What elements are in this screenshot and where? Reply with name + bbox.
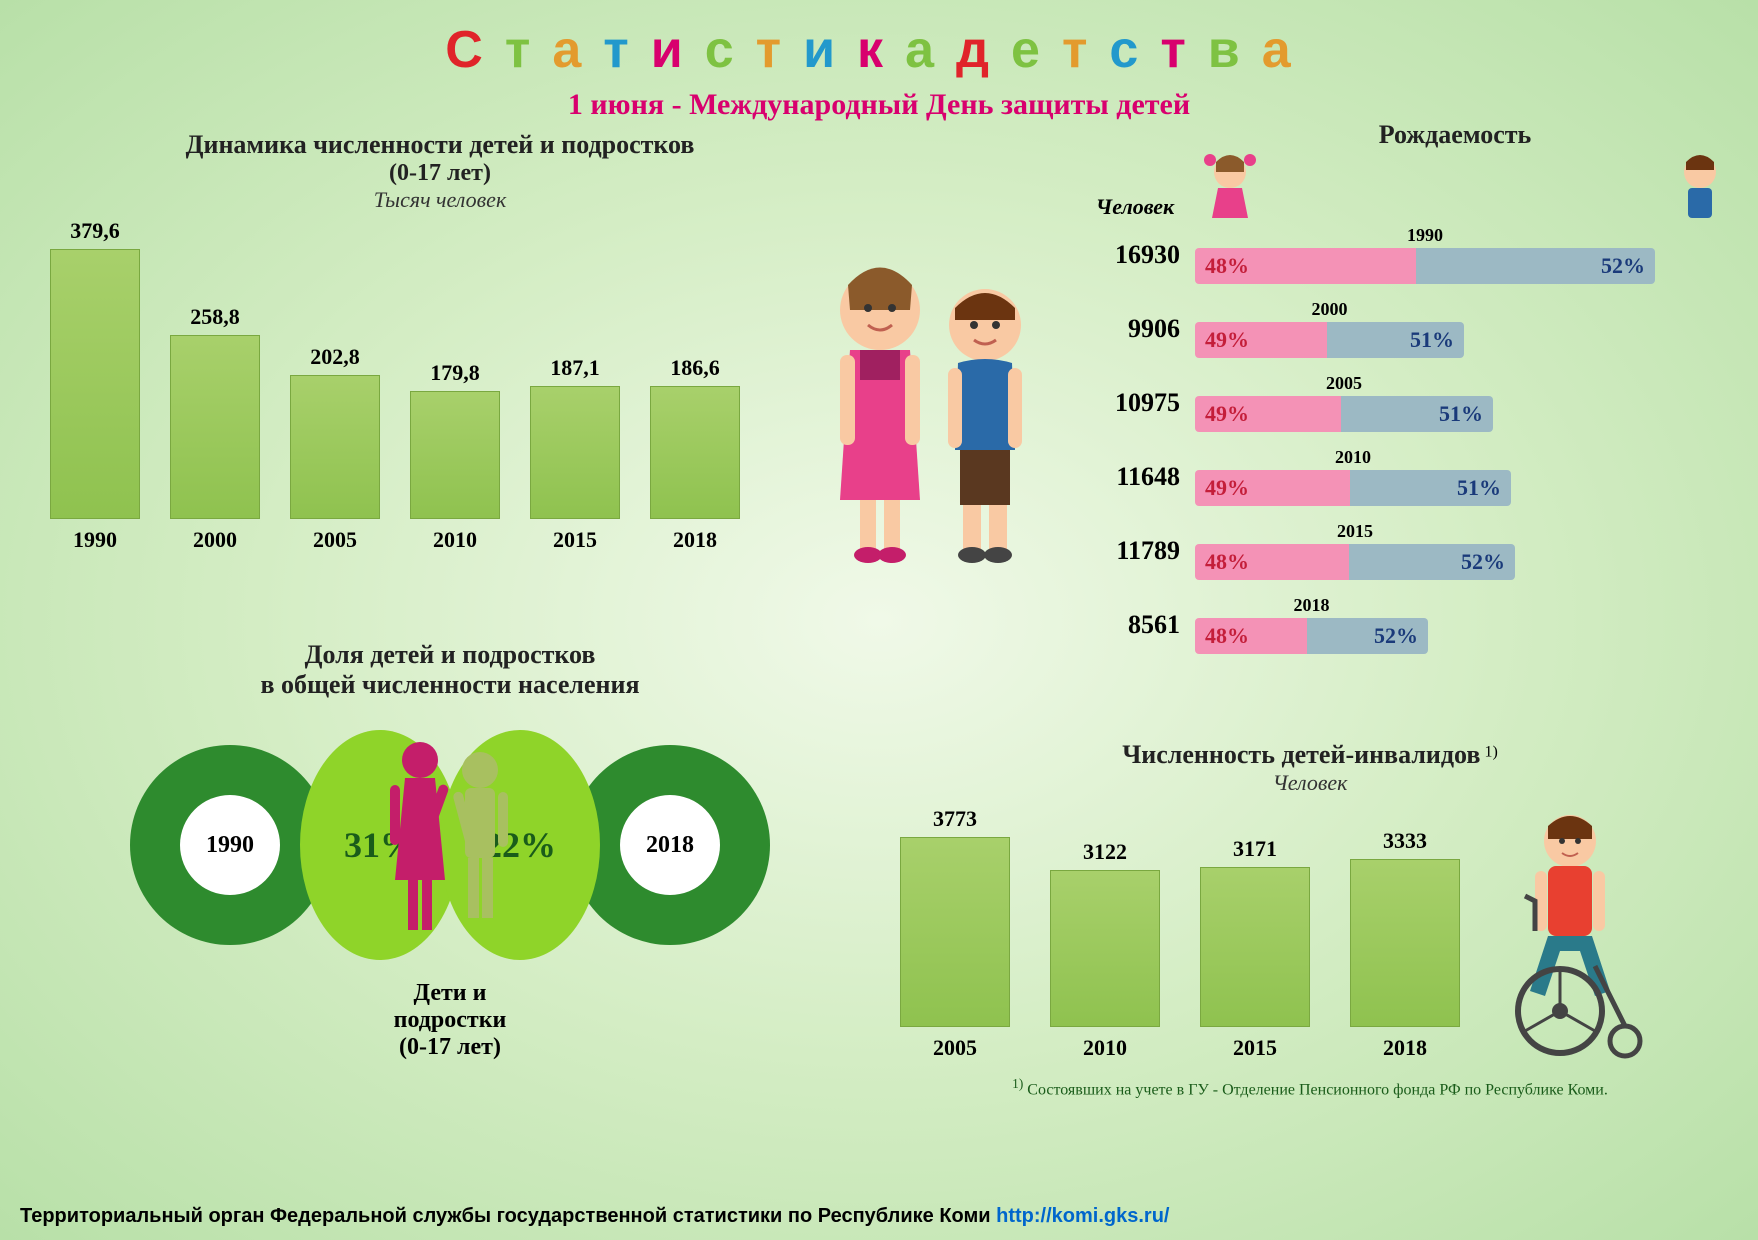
birth-rows: 16930 1990 48% 52% 9906 2000 49% 51% 109… <box>1080 225 1730 654</box>
dynamics-bar: 179,8 2010 <box>410 360 500 553</box>
footnote-mark: 1) <box>1012 1076 1023 1091</box>
dynamics-title: Динамика численности детей и подростков <box>50 130 830 160</box>
footer: Территориальный орган Федеральной службы… <box>20 1205 1738 1228</box>
footnote-text: Состоявших на учете в ГУ - Отделение Пен… <box>1027 1081 1608 1098</box>
disabled-title: Численность детей-инвалидов <box>1122 740 1480 769</box>
dynamics-bar: 379,6 1990 <box>50 218 140 553</box>
dynamics-bar: 187,1 2015 <box>530 355 620 553</box>
birth-row: 8561 2018 48% 52% <box>1080 595 1730 654</box>
footer-text: Территориальный орган Федеральной службы… <box>20 1205 991 1227</box>
silhouettes-icon <box>380 730 520 960</box>
disabled-section: Численность детей-инвалидов 1) Человек 3… <box>900 740 1720 1099</box>
birth-section: Рождаемость Человек 16930 1990 48% 52% <box>1080 120 1730 669</box>
girl-icon <box>1200 150 1260 220</box>
birth-sub: Человек <box>1080 194 1190 220</box>
disabled-sub: Человек <box>900 770 1720 796</box>
children-illustration <box>810 250 1050 570</box>
disabled-bar: 3333 2018 <box>1350 828 1460 1061</box>
dynamics-bar: 186,6 2018 <box>650 355 740 553</box>
dynamics-section: Динамика численности детей и подростков … <box>50 130 830 553</box>
birth-row: 16930 1990 48% 52% <box>1080 225 1730 284</box>
share-title1: Доля детей и подростков <box>100 640 800 670</box>
dynamics-barchart: 379,6 1990258,8 2000202,8 2005179,8 2010… <box>50 233 830 553</box>
dynamics-bar: 258,8 2000 <box>170 304 260 553</box>
birth-row: 10975 2005 49% 51% <box>1080 373 1730 432</box>
disabled-bar: 3122 2010 <box>1050 839 1160 1061</box>
birth-row: 9906 2000 49% 51% <box>1080 299 1730 358</box>
share-caption3: (0-17 лет) <box>100 1034 800 1061</box>
dynamics-sub1: (0-17 лет) <box>50 160 830 187</box>
donut-right-year: 2018 <box>620 795 720 895</box>
birth-title: Рождаемость <box>1180 120 1730 150</box>
main-title: Статистика детства <box>0 20 1758 80</box>
share-caption1: Дети и <box>100 980 800 1007</box>
wheelchair-icon <box>1480 801 1660 1061</box>
dynamics-sub2: Тысяч человек <box>50 187 830 213</box>
share-section: Доля детей и подростков в общей численно… <box>100 640 800 1061</box>
footer-link[interactable]: http://komi.gks.ru/ <box>996 1205 1169 1227</box>
donut-left-year: 1990 <box>180 795 280 895</box>
dynamics-bar: 202,8 2005 <box>290 344 380 553</box>
boy-icon <box>1670 150 1730 220</box>
disabled-bar: 3171 2015 <box>1200 836 1310 1061</box>
disabled-footnote-mark: 1) <box>1484 744 1497 761</box>
disabled-barchart: 3773 20053122 20103171 20153333 2018 <box>900 811 1460 1061</box>
disabled-bar: 3773 2005 <box>900 806 1010 1061</box>
share-title2: в общей численности населения <box>100 670 800 700</box>
header: Статистика детства 1 июня - Международны… <box>0 0 1758 122</box>
subtitle: 1 июня - Международный День защиты детей <box>0 88 1758 122</box>
birth-row: 11648 2010 49% 51% <box>1080 447 1730 506</box>
share-caption2: подростки <box>100 1007 800 1034</box>
donut-right: 2018 <box>570 745 770 945</box>
birth-row: 11789 2015 48% 52% <box>1080 521 1730 580</box>
